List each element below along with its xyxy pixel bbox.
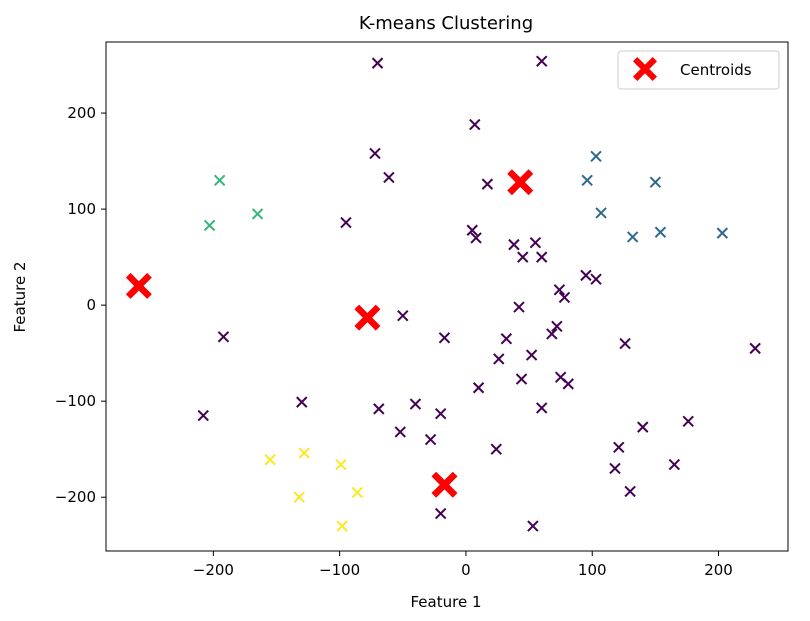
data-point-cluster-0	[481, 178, 494, 190]
data-point-cluster-0	[529, 237, 542, 249]
data-point-cluster-0	[546, 328, 558, 340]
data-point-cluster-0	[493, 353, 505, 365]
data-point-cluster-1	[649, 176, 662, 188]
y-tick-label: −100	[55, 392, 96, 410]
data-point-cluster-2	[213, 174, 226, 187]
data-point-cluster-0	[197, 409, 209, 422]
data-point-cluster-0	[668, 458, 681, 471]
centroid-marker	[431, 471, 458, 498]
data-point-cluster-0	[424, 433, 437, 446]
plot-frame	[105, 41, 789, 552]
data-point-cluster-0	[513, 301, 525, 313]
data-point-cluster-0	[624, 485, 636, 498]
data-point-cluster-0	[434, 407, 447, 420]
x-tick-label: 0	[461, 561, 471, 579]
data-point-cluster-3	[335, 458, 347, 471]
data-point-cluster-0	[296, 396, 308, 408]
data-point-cluster-1	[654, 226, 667, 238]
legend-centroid-marker	[633, 57, 657, 81]
data-point-cluster-1	[581, 174, 593, 187]
x-tick-label: −100	[319, 561, 360, 579]
data-point-cluster-0	[682, 415, 694, 428]
data-point-cluster-0	[397, 310, 409, 322]
data-point-cluster-0	[394, 426, 406, 438]
data-point-cluster-0	[562, 378, 574, 390]
data-point-cluster-3	[293, 491, 305, 503]
data-point-cluster-0	[619, 337, 631, 350]
y-axis-label: Feature 2	[11, 262, 29, 333]
legend: Centroids	[617, 50, 780, 90]
data-point-cluster-0	[551, 320, 563, 332]
data-point-cluster-0	[515, 373, 528, 385]
data-point-cluster-0	[369, 147, 381, 160]
data-point-cluster-0	[637, 421, 649, 433]
data-point-cluster-0	[527, 520, 539, 532]
data-point-cluster-3	[298, 447, 310, 459]
data-point-cluster-0	[517, 251, 529, 263]
data-point-cluster-3	[264, 454, 276, 466]
y-tick-label: −200	[55, 488, 96, 506]
data-point-cluster-0	[217, 331, 230, 343]
y-tick-label: 200	[67, 104, 96, 122]
data-point-cluster-0	[536, 55, 548, 67]
x-axis: −200 −100 0 100 200	[193, 551, 733, 579]
data-point-cluster-0	[438, 332, 451, 344]
centroid-marker	[125, 272, 152, 299]
data-point-cluster-0	[466, 224, 478, 236]
data-point-cluster-1	[626, 231, 639, 243]
data-point-cluster-1	[716, 227, 729, 239]
data-point-cluster-0	[508, 238, 520, 251]
data-point-cluster-0	[409, 398, 422, 410]
data-point-cluster-0	[469, 118, 481, 131]
x-tick-label: −200	[193, 561, 234, 579]
data-point-cluster-0	[490, 443, 502, 455]
data-point-cluster-0	[749, 342, 761, 355]
data-point-cluster-0	[371, 57, 384, 69]
centroid-marker	[507, 169, 534, 196]
data-point-cluster-0	[536, 251, 548, 263]
data-point-cluster-0	[580, 269, 592, 282]
points-layer	[125, 55, 761, 532]
chart-title: K-means Clustering	[359, 13, 533, 34]
y-axis: −200 −100 0 100 200	[55, 104, 106, 506]
data-point-cluster-3	[351, 486, 364, 499]
data-point-cluster-0	[340, 216, 352, 229]
data-point-cluster-0	[609, 462, 621, 475]
centroid-marker	[354, 304, 381, 331]
data-point-cluster-0	[558, 291, 571, 304]
data-point-cluster-0	[553, 284, 566, 296]
legend-centroid-x	[633, 57, 657, 81]
y-tick-label: 100	[67, 200, 96, 218]
data-point-cluster-0	[472, 382, 485, 394]
data-point-cluster-0	[373, 403, 385, 415]
legend-label-centroids: Centroids	[680, 61, 752, 79]
x-axis-label: Feature 1	[411, 593, 482, 611]
data-point-cluster-0	[470, 232, 482, 244]
data-point-cluster-0	[434, 507, 447, 520]
x-tick-label: 200	[704, 561, 733, 579]
y-tick-label: 0	[86, 296, 96, 314]
data-point-cluster-0	[500, 333, 513, 345]
data-point-cluster-0	[613, 441, 625, 453]
data-point-cluster-0	[383, 171, 395, 184]
data-point-cluster-2	[251, 208, 264, 220]
data-point-cluster-0	[536, 402, 548, 414]
data-point-cluster-0	[590, 273, 602, 285]
data-point-cluster-2	[203, 219, 216, 232]
data-point-cluster-1	[595, 207, 607, 219]
data-point-cluster-1	[590, 150, 602, 162]
data-point-cluster-0	[525, 349, 538, 361]
x-tick-label: 100	[578, 561, 607, 579]
data-point-cluster-3	[336, 520, 348, 532]
legend-box	[617, 50, 780, 90]
